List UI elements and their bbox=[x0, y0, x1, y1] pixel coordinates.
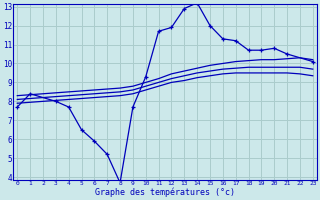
X-axis label: Graphe des températures (°c): Graphe des températures (°c) bbox=[95, 188, 235, 197]
